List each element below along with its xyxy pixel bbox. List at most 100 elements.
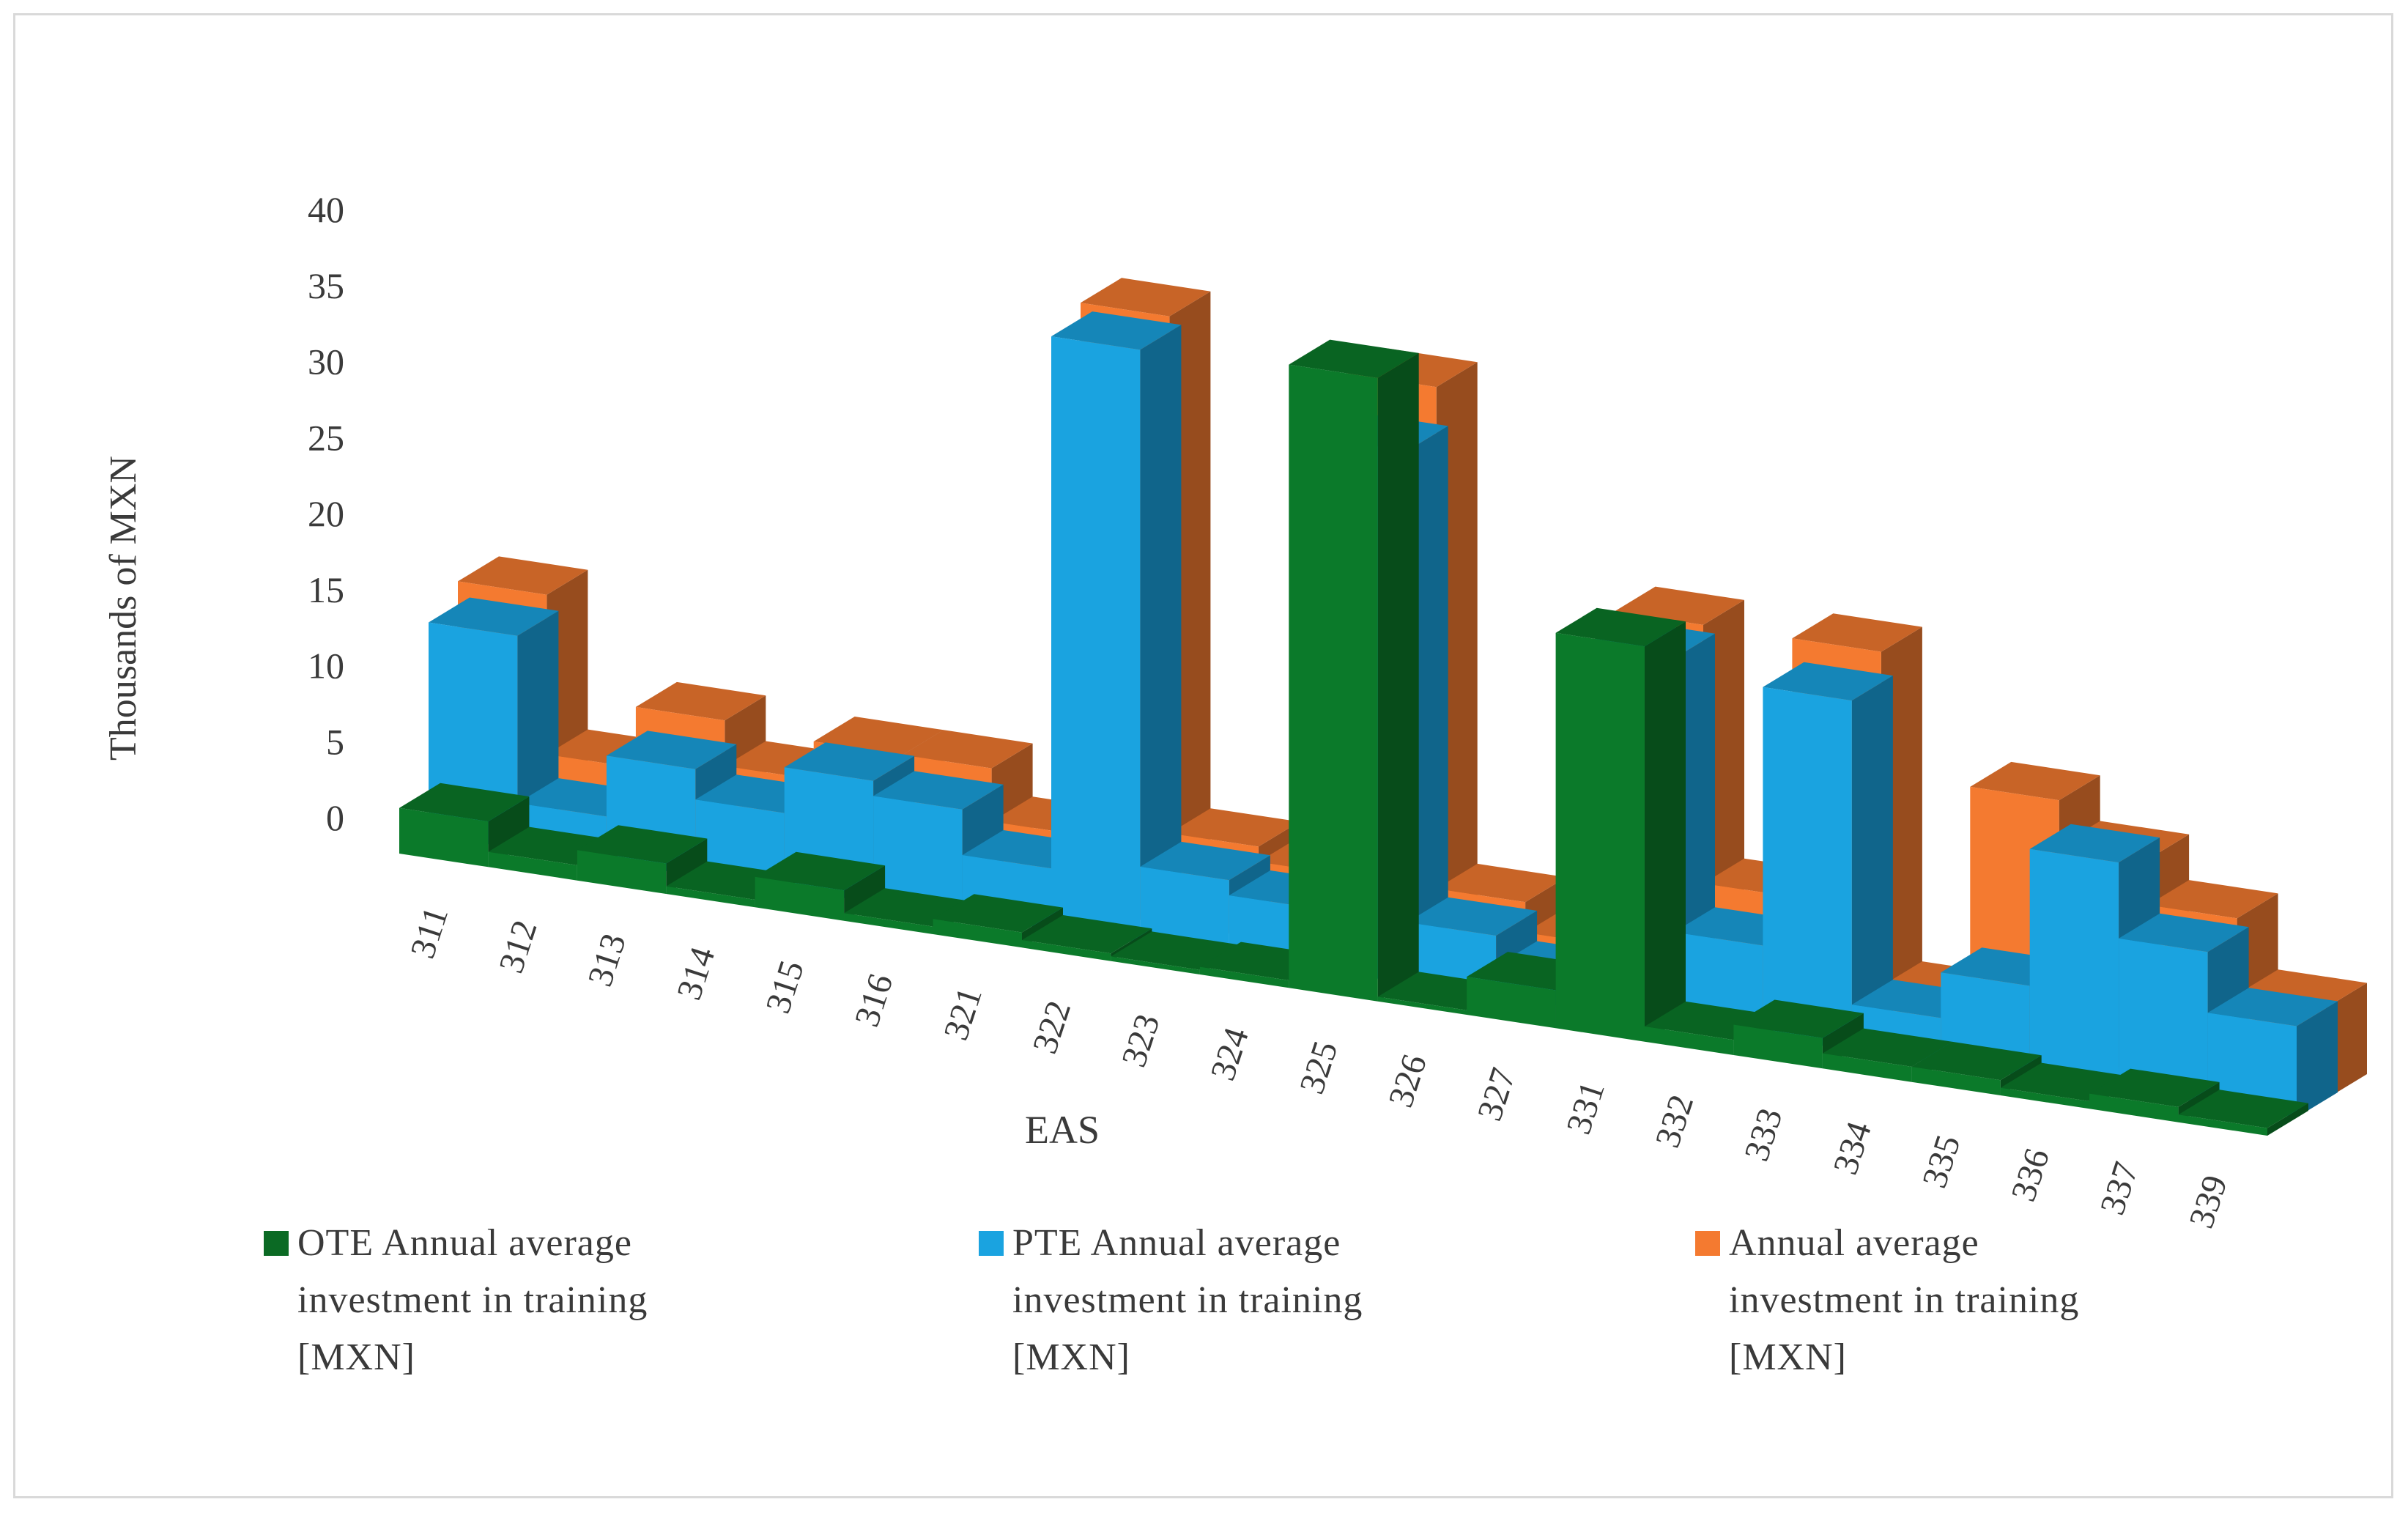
bar-1-339-top <box>2207 988 2338 1026</box>
bar-0-332-front <box>1645 1026 1734 1055</box>
bar-1-336-top <box>2029 824 2160 863</box>
legend-label-pte: PTE Annual average investment in trainin… <box>1012 1222 1363 1378</box>
bar-1-322-side <box>1140 325 1182 943</box>
y-tick-label: 25 <box>308 417 344 458</box>
x-axis-title: EAS <box>1025 1108 1100 1152</box>
bar-1-333-front <box>1763 687 1852 1051</box>
bar-1-339-side <box>2297 1001 2338 1117</box>
bar-0-331-front <box>1555 632 1645 1042</box>
x-tick-label: 323 <box>1114 1010 1168 1072</box>
bar-0-311 <box>399 783 530 868</box>
bar-1-323-top <box>1140 841 1270 881</box>
bar-0-339-front <box>2178 1114 2267 1136</box>
bar-1-316-top <box>873 771 1004 810</box>
legend-item-pte: PTE Annual average investment in trainin… <box>979 1215 1433 1386</box>
y-tick-label: 40 <box>308 189 344 230</box>
bar-0-325-side <box>1377 352 1419 1002</box>
legend-label-total: Annual average investment in training [M… <box>1729 1222 2080 1378</box>
bar-1-313-top <box>606 730 737 769</box>
bar-2-315-top <box>813 717 944 755</box>
y-tick-label: 30 <box>308 341 344 382</box>
bar-1-333-top <box>1763 662 1893 701</box>
x-tick-label: 321 <box>936 983 990 1045</box>
bar-0-336-front <box>2000 1087 2090 1109</box>
bar-0-339-side <box>2267 1103 2308 1136</box>
x-tick-label: 322 <box>1026 996 1079 1059</box>
bar-1-326-top <box>1407 897 1538 936</box>
bar-rows <box>399 278 2367 1136</box>
bar-1-316-front <box>873 796 963 916</box>
bar-1-337-top <box>2119 913 2249 952</box>
bar-0-334-front <box>1822 1053 1912 1082</box>
bar-1-322-top <box>1051 311 1182 350</box>
legend-swatch-total <box>1695 1231 1720 1256</box>
bar-1-337-front <box>2119 938 2208 1104</box>
bar-1-322 <box>1051 311 1182 943</box>
bar-0-325-top <box>1289 339 1419 378</box>
bar-0-322-top <box>1022 915 1152 954</box>
legend-label-ote: OTE Annual average investment in trainin… <box>297 1222 648 1378</box>
x-tick-label: 332 <box>1648 1090 1702 1153</box>
bar-0-315-front <box>755 876 845 921</box>
bar-0-322-front <box>1022 940 1111 961</box>
bar-0-335 <box>1911 1041 2042 1095</box>
bar-0-321-top <box>933 894 1063 933</box>
bar-0-331 <box>1555 607 1686 1042</box>
bar-0-334-top <box>1822 1028 1953 1067</box>
x-tick-label: 327 <box>1470 1063 1524 1125</box>
x-tick-label: 333 <box>1737 1103 1790 1166</box>
bar-2-326-top <box>1436 863 1567 903</box>
series-0 <box>399 339 2308 1136</box>
bar-0-325-front <box>1289 364 1378 1002</box>
bar-2-331-top <box>1614 586 1744 625</box>
y-tick-label: 0 <box>326 797 344 838</box>
x-tick-label: 313 <box>580 929 634 991</box>
bar-0-316-front <box>844 913 933 934</box>
bar-1-336-front <box>2029 848 2119 1091</box>
bar-2-333-top <box>1792 613 1922 652</box>
x-tick-label: 315 <box>758 956 812 1018</box>
bar-0-322 <box>1022 915 1152 961</box>
y-axis-title: Thousands of MXN <box>103 456 144 761</box>
bar-0-339 <box>2178 1090 2308 1136</box>
bar-0-313-front <box>577 850 667 894</box>
bar-0-335-top <box>1911 1041 2042 1081</box>
bar-1-333-side <box>1851 676 1893 1051</box>
bar-2-322-top <box>1081 278 1211 317</box>
y-tick-label: 35 <box>308 265 344 306</box>
bar-1-339-front <box>2207 1013 2297 1117</box>
bar-0-339-top <box>2178 1090 2308 1128</box>
bar-0-326-front <box>1377 996 1467 1015</box>
bar-0-331-top <box>1555 607 1686 647</box>
x-tick-label: 339 <box>2182 1171 2235 1233</box>
bar-0-314-front <box>666 886 755 908</box>
y-tick-label: 20 <box>308 493 344 534</box>
x-tick-label: 314 <box>670 942 723 1005</box>
bar-0-333-top <box>1733 999 1864 1038</box>
legend-swatch-ote <box>264 1231 289 1256</box>
x-tick-label: 326 <box>1381 1050 1434 1112</box>
legend-item-ote: OTE Annual average investment in trainin… <box>264 1215 718 1386</box>
x-tick-label: 312 <box>492 916 545 978</box>
bar-0-327-front <box>1467 977 1556 1029</box>
bar-1-322-front <box>1051 336 1141 943</box>
x-tick-label: 336 <box>2004 1144 2057 1206</box>
bar-0-321-front <box>933 919 1022 948</box>
y-tick-label: 15 <box>308 569 344 610</box>
bar-0-337-front <box>2089 1093 2179 1122</box>
bar-0-324-front <box>1199 966 1289 988</box>
x-tick-label: 331 <box>1559 1077 1612 1139</box>
bar-0-315-top <box>755 851 886 891</box>
x-tick-label: 311 <box>403 902 456 963</box>
bar-0-311-front <box>399 807 489 868</box>
bar-0-325 <box>1289 339 1419 1002</box>
bar-0-337-top <box>2089 1068 2220 1107</box>
bar-0-331-side <box>1645 621 1686 1042</box>
bar-0-323-top <box>1111 931 1241 970</box>
x-tick-label: 325 <box>1292 1037 1346 1099</box>
bar-0-311-top <box>399 783 530 822</box>
bar-2-337-top <box>2148 880 2278 919</box>
bar-2-316-top <box>903 730 1033 769</box>
x-tick-label: 334 <box>1826 1117 1879 1180</box>
